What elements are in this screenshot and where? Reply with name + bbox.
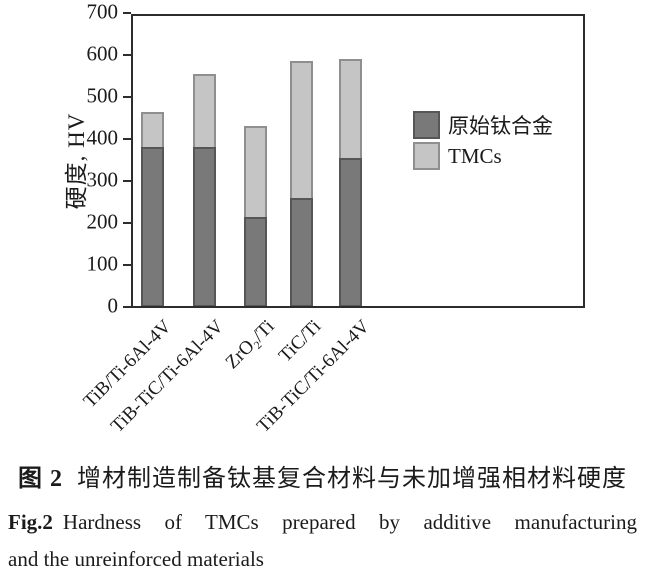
y-tick-mark bbox=[123, 222, 131, 224]
y-tick-label: 300 bbox=[86, 167, 119, 192]
y-tick-mark bbox=[123, 54, 131, 56]
y-tick-mark bbox=[123, 12, 131, 14]
caption-english-line1: Fig.2 Hardness of TMCs prepared by additi… bbox=[8, 510, 637, 535]
bar-matrix-segment bbox=[289, 197, 313, 307]
legend-row-matrix: 原始钛合金 bbox=[413, 111, 553, 139]
legend-row-tmc: TMCs bbox=[413, 142, 553, 170]
x-tick-label: TiB/Ti-6Al-4V bbox=[79, 316, 176, 413]
plot-area bbox=[131, 14, 585, 308]
y-tick-label: 0 bbox=[107, 293, 119, 318]
bar-matrix-segment bbox=[338, 157, 362, 307]
bar-matrix-segment bbox=[243, 216, 267, 307]
bar-matrix-segment bbox=[140, 147, 164, 307]
y-tick-label: 100 bbox=[86, 251, 119, 276]
legend: 原始钛合金 TMCs bbox=[413, 111, 553, 173]
y-tick-mark bbox=[123, 138, 131, 140]
y-tick-label: 500 bbox=[86, 83, 119, 108]
legend-label-matrix: 原始钛合金 bbox=[448, 114, 553, 138]
y-tick-mark bbox=[123, 180, 131, 182]
caption-zh-text: 增材制造制备钛基复合材料与未加增强相材料硬度 bbox=[77, 466, 627, 492]
y-tick-label: 200 bbox=[86, 209, 119, 234]
caption-zh-figure-label: 图 2 bbox=[18, 466, 63, 492]
hardness-bar-chart: 硬度, HV 原始钛合金 TMCs 0 100 200 300 400 500 600 700… bbox=[64, 0, 585, 437]
y-tick-mark bbox=[123, 96, 131, 98]
legend-swatch-tmc bbox=[413, 142, 440, 170]
legend-label-tmc: TMCs bbox=[448, 143, 502, 168]
y-tick-mark bbox=[123, 306, 131, 308]
y-tick-label: 600 bbox=[86, 41, 119, 66]
caption-en-text1: Hardness of TMCs prepared by additive ma… bbox=[62, 510, 637, 534]
x-tick-label: ZrO₂/Ti bbox=[221, 316, 279, 374]
caption-en-figure-label: Fig.2 bbox=[8, 510, 53, 534]
caption-english-line2: and the unreinforced materials bbox=[8, 547, 264, 571]
y-tick-label: 700 bbox=[86, 0, 119, 24]
y-tick-mark bbox=[123, 264, 131, 266]
bar-matrix-segment bbox=[192, 147, 216, 307]
y-tick-label: 400 bbox=[86, 125, 119, 150]
caption-chinese: 图 2 增材制造制备钛基复合材料与未加增强相材料硬度 bbox=[0, 458, 645, 493]
legend-swatch-matrix bbox=[413, 111, 440, 139]
